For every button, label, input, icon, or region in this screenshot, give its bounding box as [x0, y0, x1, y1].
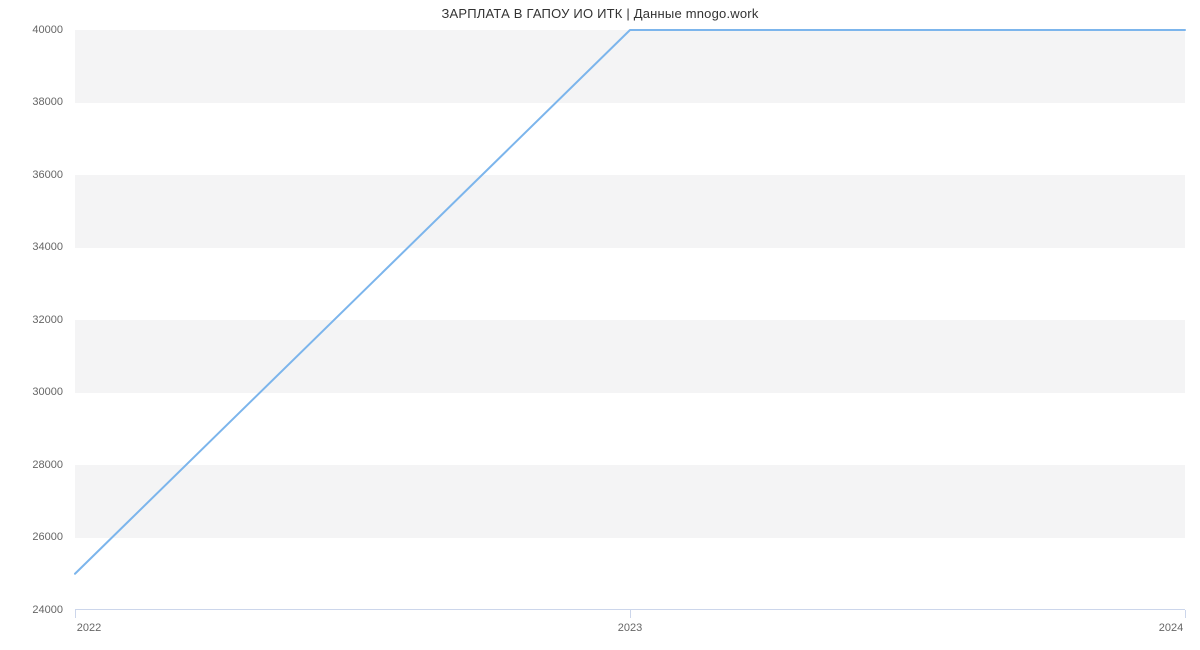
y-tick-label: 26000: [0, 531, 63, 543]
y-tick-label: 34000: [0, 241, 63, 253]
series-line: [75, 30, 1185, 610]
y-tick-label: 40000: [0, 24, 63, 36]
series-polyline: [75, 30, 1185, 574]
x-tick-mark: [1185, 610, 1186, 618]
x-tick-label: 2024: [1159, 622, 1183, 634]
y-tick-label: 30000: [0, 386, 63, 398]
y-tick-label: 36000: [0, 169, 63, 181]
x-tick-mark: [75, 610, 76, 618]
x-tick-label: 2023: [618, 622, 642, 634]
x-tick-mark: [630, 610, 631, 618]
y-tick-label: 38000: [0, 96, 63, 108]
y-tick-label: 32000: [0, 314, 63, 326]
y-tick-label: 24000: [0, 604, 63, 616]
x-tick-label: 2022: [77, 622, 101, 634]
chart-title: ЗАРПЛАТА В ГАПОУ ИО ИТК | Данные mnogo.w…: [0, 6, 1200, 21]
plot-area: [75, 30, 1185, 610]
salary-line-chart: ЗАРПЛАТА В ГАПОУ ИО ИТК | Данные mnogo.w…: [0, 0, 1200, 650]
y-tick-label: 28000: [0, 459, 63, 471]
